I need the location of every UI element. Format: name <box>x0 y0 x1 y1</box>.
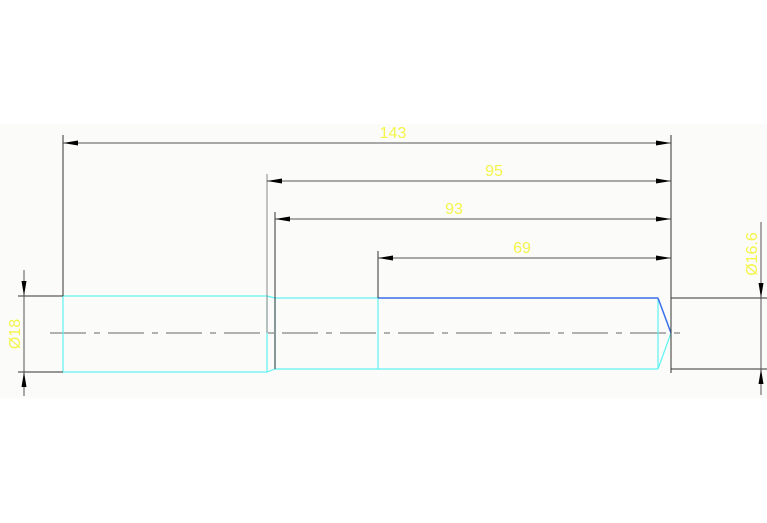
selected-tip-edge <box>657 297 672 334</box>
arrow-icon <box>267 178 282 184</box>
arrow-icon <box>378 255 393 261</box>
dimension-95[interactable]: 95 <box>267 163 671 184</box>
arrow-icon <box>758 369 764 384</box>
dimension-text: Ø16.6 <box>744 232 761 276</box>
arrow-icon <box>656 255 671 261</box>
arrow-icon <box>275 216 290 222</box>
arrow-icon <box>21 281 27 296</box>
dimension-diameter-16-6[interactable]: Ø16.6 <box>744 222 764 395</box>
tip-lower-edge <box>657 332 672 370</box>
arrow-icon <box>63 140 78 146</box>
arrow-icon <box>758 283 764 298</box>
extension-lines <box>18 135 767 373</box>
dimension-text: 143 <box>380 125 407 142</box>
step-chamfer <box>266 295 276 373</box>
shaft-outline <box>62 295 672 373</box>
dimension-143[interactable]: 143 <box>63 125 671 146</box>
dimension-diameter-18[interactable]: Ø18 <box>7 270 27 396</box>
arrow-icon <box>656 140 671 146</box>
left-cylinder <box>62 295 268 373</box>
arrow-icon <box>21 372 27 387</box>
dimension-69[interactable]: 69 <box>378 240 671 261</box>
dimension-93[interactable]: 93 <box>275 201 671 222</box>
dimension-text: 95 <box>485 163 503 180</box>
arrow-icon <box>656 216 671 222</box>
dimension-text: Ø18 <box>7 319 24 349</box>
drawing-canvas <box>0 124 767 398</box>
dimension-text: 93 <box>445 201 463 218</box>
dimension-text: 69 <box>513 240 531 257</box>
arrow-icon <box>656 178 671 184</box>
